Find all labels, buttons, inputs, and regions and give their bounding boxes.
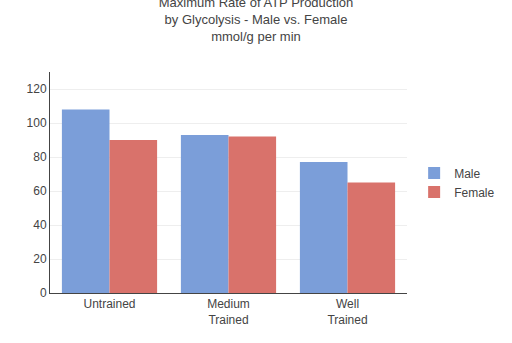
svg-text:0: 0 bbox=[40, 286, 47, 300]
svg-text:40: 40 bbox=[33, 218, 47, 232]
svg-text:WellTrained: WellTrained bbox=[327, 297, 367, 327]
svg-text:MediumTrained: MediumTrained bbox=[207, 297, 250, 327]
svg-text:100: 100 bbox=[27, 116, 47, 130]
svg-text:Female: Female bbox=[454, 186, 494, 200]
svg-text:Male: Male bbox=[454, 167, 480, 181]
svg-text:Untrained: Untrained bbox=[83, 297, 135, 311]
svg-text:20: 20 bbox=[33, 252, 47, 266]
svg-text:60: 60 bbox=[33, 184, 47, 198]
svg-text:Maximum Rate of ATP Production: Maximum Rate of ATP Productionby Glycoly… bbox=[159, 0, 354, 44]
svg-text:80: 80 bbox=[33, 150, 47, 164]
svg-text:120: 120 bbox=[27, 82, 47, 96]
